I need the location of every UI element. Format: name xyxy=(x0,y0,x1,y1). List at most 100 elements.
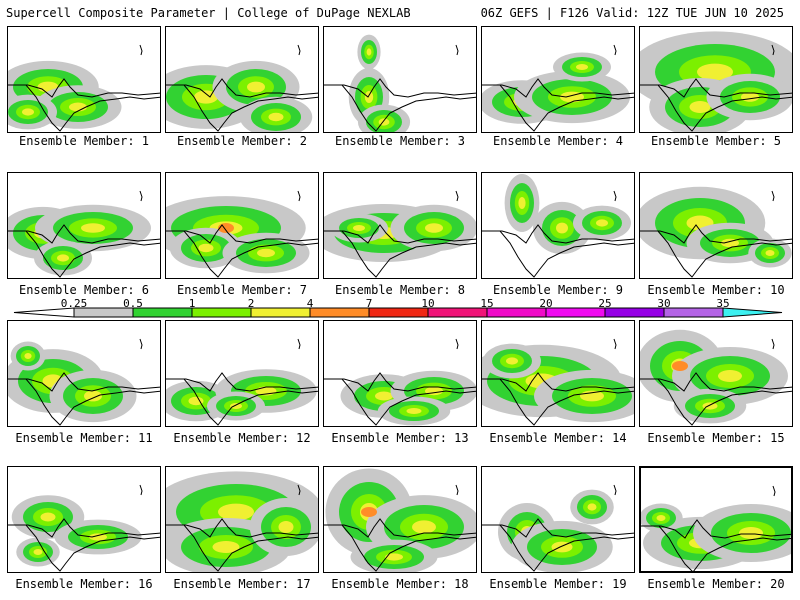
state-border xyxy=(641,519,791,539)
ensemble-map-panel[interactable] xyxy=(639,466,793,573)
island-outline xyxy=(613,484,617,496)
scp-field-map xyxy=(8,44,160,132)
state-border xyxy=(324,78,476,98)
ensemble-map-panel[interactable] xyxy=(165,26,319,133)
state-border xyxy=(166,518,318,538)
island-outline xyxy=(455,190,459,202)
state-border xyxy=(640,372,792,392)
coastline xyxy=(8,230,160,278)
scp-contour-area xyxy=(257,248,275,258)
scp-contour-area xyxy=(81,223,105,233)
scp-contour-area xyxy=(596,219,608,227)
ensemble-member-label: Ensemble Member: 18 xyxy=(331,577,469,591)
scp-field-map xyxy=(8,190,160,278)
colorbar-above-arrow xyxy=(722,307,783,318)
ensemble-map-panel[interactable] xyxy=(481,26,635,133)
ensemble-map-panel[interactable] xyxy=(639,26,793,133)
state-border xyxy=(166,224,318,244)
scp-high-value-area xyxy=(361,507,377,517)
ensemble-map-panel[interactable] xyxy=(323,172,477,279)
scp-contour-area xyxy=(89,533,107,541)
scp-field-map xyxy=(324,468,476,572)
ensemble-member-label: Ensemble Member: 9 xyxy=(492,283,624,297)
coastline xyxy=(166,378,318,426)
ensemble-member-label: Ensemble Member: 8 xyxy=(334,283,466,297)
scp-contour-area xyxy=(33,549,43,555)
coastline xyxy=(324,230,476,278)
ensemble-map-panel[interactable] xyxy=(639,172,793,279)
scp-field-map xyxy=(8,484,160,572)
coastline xyxy=(482,84,634,132)
scp-field-map xyxy=(640,329,792,426)
colorbar-swatch xyxy=(604,307,665,318)
scp-contour-area xyxy=(218,503,254,521)
ensemble-map-panel[interactable] xyxy=(165,172,319,279)
ensemble-map-panel[interactable] xyxy=(323,26,477,133)
scp-contour-area xyxy=(24,353,32,359)
scp-contour-area xyxy=(247,81,265,93)
coastline xyxy=(324,378,476,426)
ensemble-map-panel[interactable] xyxy=(7,320,161,427)
island-outline xyxy=(771,338,775,350)
state-border xyxy=(324,224,476,244)
colorbar-tick-label: 2 xyxy=(247,297,255,310)
ensemble-map-panel[interactable] xyxy=(323,466,477,573)
coastline xyxy=(8,524,160,572)
ensemble-map-panel[interactable] xyxy=(7,466,161,573)
scp-contour-area xyxy=(353,225,365,231)
scp-field-map xyxy=(482,174,634,278)
scp-contour-area xyxy=(69,102,87,112)
scp-contour-area xyxy=(198,243,214,253)
ensemble-member-label: Ensemble Member: 4 xyxy=(492,134,624,148)
ensemble-map-panel[interactable] xyxy=(639,320,793,427)
island-outline xyxy=(613,44,617,56)
ensemble-map-panel[interactable] xyxy=(165,466,319,573)
ensemble-map-panel[interactable] xyxy=(481,172,635,279)
ensemble-member-label: Ensemble Member: 12 xyxy=(173,431,311,445)
ensemble-member-label: Ensemble Member: 14 xyxy=(489,431,627,445)
coastline xyxy=(482,230,634,278)
coastline xyxy=(166,230,318,278)
island-outline xyxy=(297,338,301,350)
ensemble-map-panel[interactable] xyxy=(7,172,161,279)
scp-contour-area xyxy=(406,408,422,414)
ensemble-map-panel[interactable] xyxy=(481,466,635,573)
coastline xyxy=(640,378,792,426)
scp-contour-area xyxy=(22,108,34,116)
coastline xyxy=(640,84,792,132)
scp-field-map xyxy=(482,338,634,426)
ensemble-map-panel[interactable] xyxy=(7,26,161,133)
colorbar-tick-label: 0.5 xyxy=(123,297,143,310)
coastline xyxy=(8,84,160,132)
scp-contour-area xyxy=(587,503,597,511)
scp-field-map xyxy=(8,338,160,426)
coastline xyxy=(8,378,160,426)
scp-contour-area xyxy=(278,521,294,533)
color-scale-bar xyxy=(13,307,783,318)
scp-field-map xyxy=(166,338,318,426)
ensemble-map-panel[interactable] xyxy=(323,320,477,427)
scp-high-value-area xyxy=(672,361,688,371)
scp-contour-area xyxy=(689,101,711,113)
ensemble-map-panel[interactable] xyxy=(165,320,319,427)
colorbar-tick-label: 4 xyxy=(306,297,314,310)
ensemble-member-label: Ensemble Member: 3 xyxy=(334,134,466,148)
scp-contour-area xyxy=(375,391,393,401)
island-outline xyxy=(455,484,459,496)
scp-contour-area xyxy=(576,64,588,70)
scp-contour-area xyxy=(364,91,374,103)
ensemble-member-label: Ensemble Member: 16 xyxy=(15,577,153,591)
coastline xyxy=(166,524,318,572)
scp-contour-area xyxy=(702,402,718,410)
ensemble-map-panel[interactable] xyxy=(481,320,635,427)
coastline xyxy=(482,524,634,572)
ensemble-member-label: Ensemble Member: 15 xyxy=(647,431,785,445)
colorbar-swatch xyxy=(545,307,606,318)
colorbar-tick-label: 0.25 xyxy=(60,297,88,310)
island-outline xyxy=(455,44,459,56)
scp-contour-area xyxy=(718,370,742,382)
scp-contour-area xyxy=(366,48,372,56)
coastline xyxy=(640,230,792,278)
scp-contour-area xyxy=(57,254,69,262)
ensemble-member-label: Ensemble Member: 7 xyxy=(176,283,308,297)
